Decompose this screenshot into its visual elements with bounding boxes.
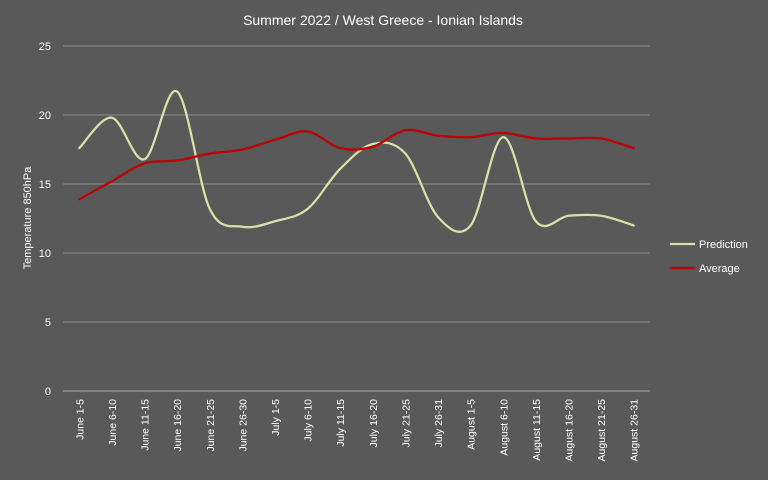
x-tick-label: August 1-5	[466, 399, 478, 450]
series-line-prediction	[78, 90, 635, 233]
x-tick-label: July 11-15	[335, 399, 347, 447]
y-tick-label: 10	[39, 248, 51, 260]
y-tick-label: 25	[39, 41, 51, 53]
legend-label: Average	[699, 263, 740, 275]
series-lines	[78, 90, 635, 233]
x-tick-label: August 6-10	[498, 399, 510, 456]
x-tick-label: August 11-15	[531, 399, 543, 461]
y-tick-label: 15	[39, 179, 51, 191]
legend-label: Prediction	[699, 239, 748, 251]
chart-title: Summer 2022 / West Greece - Ionian Islan…	[243, 12, 523, 28]
x-tick-label: June 21-25	[205, 399, 217, 452]
y-tick-label: 5	[45, 317, 51, 329]
x-tick-label: June 11-15	[140, 399, 152, 451]
gridlines	[63, 45, 650, 392]
x-tick-label: July 16-20	[368, 399, 380, 448]
y-tick-label: 20	[39, 110, 51, 122]
x-tick-label: June 1-5	[74, 399, 86, 440]
x-tick-label: July 21-25	[400, 399, 412, 448]
x-tick-label: July 26-31	[433, 399, 445, 448]
legend: Prediction Average	[670, 239, 748, 275]
x-tick-label: August 16-20	[563, 399, 575, 462]
x-tick-label: July 1-5	[270, 399, 282, 436]
x-axis-ticks: June 1-5 June 6-10 June 11-15 June 16-20 Jun…	[74, 399, 640, 462]
x-tick-label: June 16-20	[172, 399, 184, 452]
series-line-average	[78, 128, 635, 201]
y-axis-title: Temperature 850hPa	[22, 166, 34, 270]
x-tick-label: June 6-10	[107, 399, 119, 446]
x-tick-label: June 26-30	[237, 399, 249, 452]
x-tick-label: August 26-31	[629, 399, 641, 462]
y-axis-ticks: 0 5 10 15 20 25	[39, 41, 51, 398]
y-tick-label: 0	[45, 386, 51, 398]
x-tick-label: July 6-10	[303, 399, 315, 442]
x-tick-label: August 21-25	[596, 399, 608, 462]
